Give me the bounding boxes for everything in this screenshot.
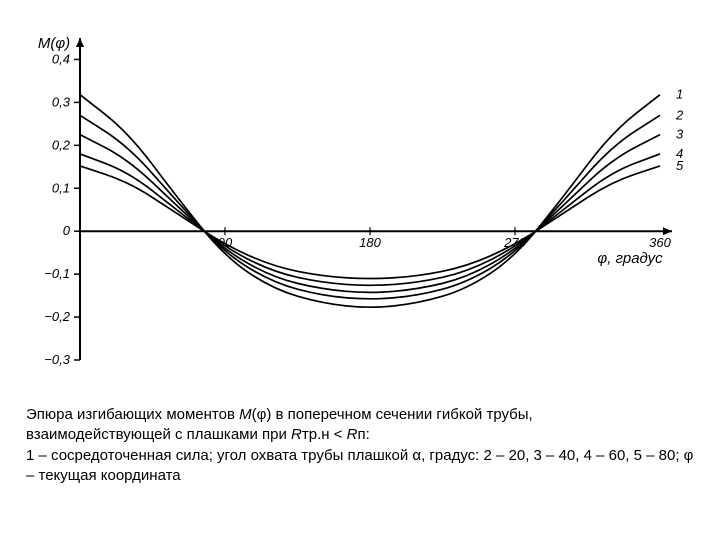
y-tick-label: 0,3 (52, 94, 71, 109)
series-4 (80, 154, 660, 285)
cap-t2: (φ) в поперечном сечении гибкой трубы, (252, 406, 533, 423)
y-axis-arrow (76, 38, 84, 47)
series-label-2: 2 (675, 107, 684, 122)
cap-lt: < (330, 426, 347, 443)
y-axis-label: M(φ) (38, 35, 70, 52)
series-1 (80, 95, 660, 308)
chart-svg: −0,3−0,2−0,100,10,20,30,490180270360M(φ)… (20, 20, 700, 390)
caption: Эпюра изгибающих моментов М(φ) в попереч… (26, 405, 694, 486)
cap-t3: взаимодействующей с плашками при (26, 426, 291, 443)
x-tick-label: 360 (649, 235, 671, 250)
series-label-5: 5 (676, 158, 684, 173)
series-label-3: 3 (676, 127, 684, 142)
y-tick-label: −0,1 (44, 266, 70, 281)
cap-R2: R (347, 426, 358, 443)
chart-container: −0,3−0,2−0,100,10,20,30,490180270360M(φ)… (20, 20, 700, 390)
series-label-1: 1 (676, 87, 683, 102)
x-axis-arrow (663, 227, 672, 235)
cap-sub2: п (358, 426, 366, 443)
series-3 (80, 135, 660, 293)
cap-M: М (239, 406, 252, 423)
y-tick-label: 0,1 (52, 180, 70, 195)
y-tick-label: 0 (63, 223, 71, 238)
cap-R1: R (291, 426, 302, 443)
y-tick-label: −0,3 (44, 352, 70, 367)
y-tick-label: −0,2 (44, 309, 70, 324)
cap-colon: : (366, 426, 370, 443)
cap-t4: 1 – сосредоточенная сила; угол охвата тр… (26, 447, 693, 484)
x-tick-label: 180 (359, 235, 381, 250)
x-axis-label: φ, градус (597, 250, 663, 267)
cap-t1: Эпюра изгибающих моментов (26, 406, 239, 423)
y-tick-label: 0,4 (52, 51, 70, 66)
cap-sub1: тр.н (302, 426, 330, 443)
y-tick-label: 0,2 (52, 137, 71, 152)
